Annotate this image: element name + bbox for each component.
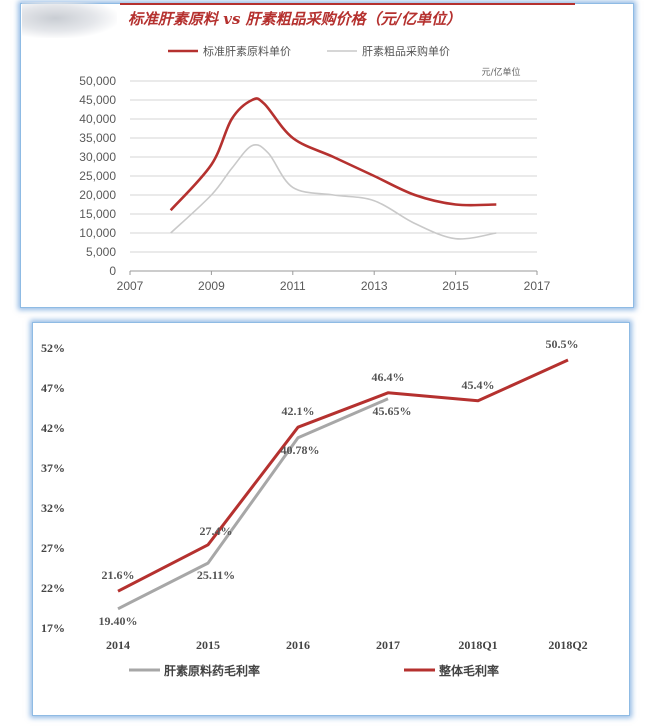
y-tick-label: 20,000 bbox=[79, 188, 116, 202]
series-line-overall-margin bbox=[117, 358, 569, 593]
y-tick-label: 5,000 bbox=[86, 245, 116, 259]
data-label-api-margin: 19.40% bbox=[99, 614, 138, 628]
y-tick-label: 30,000 bbox=[79, 150, 116, 164]
y-tick-label: 42% bbox=[41, 421, 65, 435]
legend-label: 标准肝素原料单价 bbox=[203, 44, 291, 58]
data-label-api-margin: 25.11% bbox=[197, 568, 235, 582]
y-tick-label: 10,000 bbox=[79, 226, 116, 240]
data-label-overall-margin: 21.6% bbox=[102, 568, 135, 582]
data-label-overall-margin: 46.4% bbox=[372, 370, 405, 384]
data-label-api-margin: 40.78% bbox=[281, 443, 320, 457]
y-tick-label: 50,000 bbox=[79, 74, 116, 88]
legend-label: 肝素粗品采购单价 bbox=[362, 44, 450, 58]
y-tick-label: 37% bbox=[41, 461, 65, 475]
y-tick-label: 32% bbox=[41, 501, 65, 515]
x-tick-label: 2016 bbox=[286, 638, 310, 652]
y-tick-label: 52% bbox=[41, 341, 65, 355]
y-tick-label: 27% bbox=[41, 541, 65, 555]
x-tick-label: 2013 bbox=[361, 279, 388, 293]
y-tick-label: 22% bbox=[41, 581, 65, 595]
y-tick-label: 40,000 bbox=[79, 112, 116, 126]
x-tick-label: 2009 bbox=[198, 279, 225, 293]
x-tick-label: 2007 bbox=[117, 279, 144, 293]
title-rule bbox=[120, 3, 575, 5]
data-label-overall-margin: 50.5% bbox=[546, 337, 579, 351]
price-chart-title: 标准肝素原料 vs 肝素粗品采购价格（元/亿单位） bbox=[128, 10, 462, 28]
x-tick-label: 2017 bbox=[524, 279, 551, 293]
x-tick-label: 2017 bbox=[376, 638, 400, 652]
x-tick-label: 2014 bbox=[106, 638, 130, 652]
y-tick-label: 0 bbox=[109, 264, 116, 278]
series-line-api-margin bbox=[117, 397, 389, 611]
data-label-overall-margin: 45.4% bbox=[462, 378, 495, 392]
legend-label: 肝素原料药毛利率 bbox=[164, 663, 260, 678]
x-tick-label: 2018Q1 bbox=[458, 638, 497, 652]
data-label-overall-margin: 42.1% bbox=[282, 404, 315, 418]
y-tick-label: 35,000 bbox=[79, 131, 116, 145]
data-label-overall-margin: 27.4% bbox=[200, 524, 233, 538]
y-tick-label: 45,000 bbox=[79, 93, 116, 107]
data-label-api-margin: 45.65% bbox=[373, 404, 412, 418]
unit-label: 元/亿单位 bbox=[481, 66, 520, 78]
y-tick-label: 47% bbox=[41, 381, 65, 395]
margin-chart-panel bbox=[32, 322, 630, 716]
x-tick-label: 2015 bbox=[442, 279, 469, 293]
y-tick-label: 17% bbox=[41, 621, 65, 635]
legend-label: 整体毛利率 bbox=[438, 663, 499, 678]
corner-decoration bbox=[22, 2, 117, 38]
series-line-standard-heparin bbox=[169, 97, 497, 212]
x-tick-label: 2018Q2 bbox=[548, 638, 587, 652]
y-tick-label: 25,000 bbox=[79, 169, 116, 183]
series-line-crude-heparin bbox=[170, 143, 497, 240]
y-tick-label: 15,000 bbox=[79, 207, 116, 221]
x-tick-label: 2011 bbox=[280, 279, 306, 293]
x-tick-label: 2015 bbox=[196, 638, 220, 652]
